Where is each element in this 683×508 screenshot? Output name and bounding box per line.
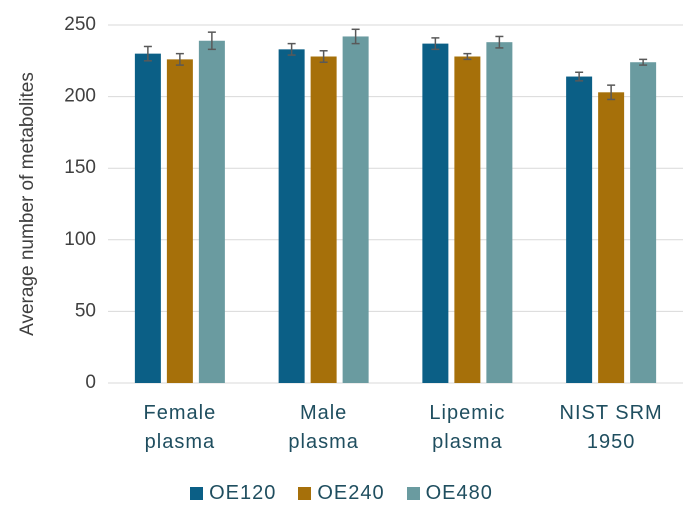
bar bbox=[486, 42, 513, 384]
error-bar bbox=[351, 28, 360, 45]
bar bbox=[422, 43, 449, 384]
bar bbox=[630, 62, 657, 384]
bar bbox=[278, 49, 305, 384]
legend-swatch bbox=[298, 487, 312, 500]
error-bar bbox=[463, 52, 472, 61]
x-tick-label: Male plasma bbox=[288, 402, 359, 453]
x-tick-label: Female plasma bbox=[143, 402, 217, 453]
legend-label: OE120 bbox=[209, 482, 277, 504]
x-tick-label: Lipemic plasma bbox=[429, 402, 506, 453]
bar bbox=[166, 59, 193, 383]
y-tick-label: 50 bbox=[75, 300, 96, 321]
bar bbox=[310, 56, 337, 384]
error-bar bbox=[207, 31, 216, 51]
y-tick-label: 250 bbox=[64, 14, 96, 35]
error-bar bbox=[607, 84, 616, 101]
bar bbox=[566, 76, 593, 383]
error-bar bbox=[495, 35, 504, 49]
bar bbox=[342, 36, 369, 384]
bar bbox=[454, 56, 481, 384]
legend-label: OE480 bbox=[425, 482, 493, 504]
error-bar bbox=[319, 50, 328, 63]
legend-item: OE240 bbox=[298, 482, 384, 505]
legend-item: OE480 bbox=[406, 482, 493, 505]
y-tick-label: 150 bbox=[64, 157, 96, 178]
legend: OE120 OE240 OE480 bbox=[0, 482, 683, 505]
error-bar bbox=[287, 42, 296, 56]
legend-swatch bbox=[406, 487, 420, 500]
error-bar bbox=[431, 37, 440, 51]
error-bar bbox=[175, 52, 184, 66]
error-bar bbox=[639, 58, 648, 66]
bar bbox=[598, 92, 625, 383]
y-axis-label: Average number of metabolites bbox=[17, 72, 38, 336]
bar bbox=[134, 53, 161, 383]
error-bar bbox=[575, 71, 584, 82]
legend-swatch bbox=[190, 487, 204, 500]
y-tick-label: 0 bbox=[85, 372, 96, 393]
legend-item: OE120 bbox=[190, 482, 276, 505]
legend-label: OE240 bbox=[317, 482, 385, 504]
error-bar bbox=[143, 45, 152, 62]
bar bbox=[198, 40, 225, 383]
y-tick-label: 100 bbox=[64, 229, 96, 250]
x-tick-label: NIST SRM 1950 bbox=[559, 402, 663, 453]
y-tick-label: 200 bbox=[64, 86, 96, 107]
